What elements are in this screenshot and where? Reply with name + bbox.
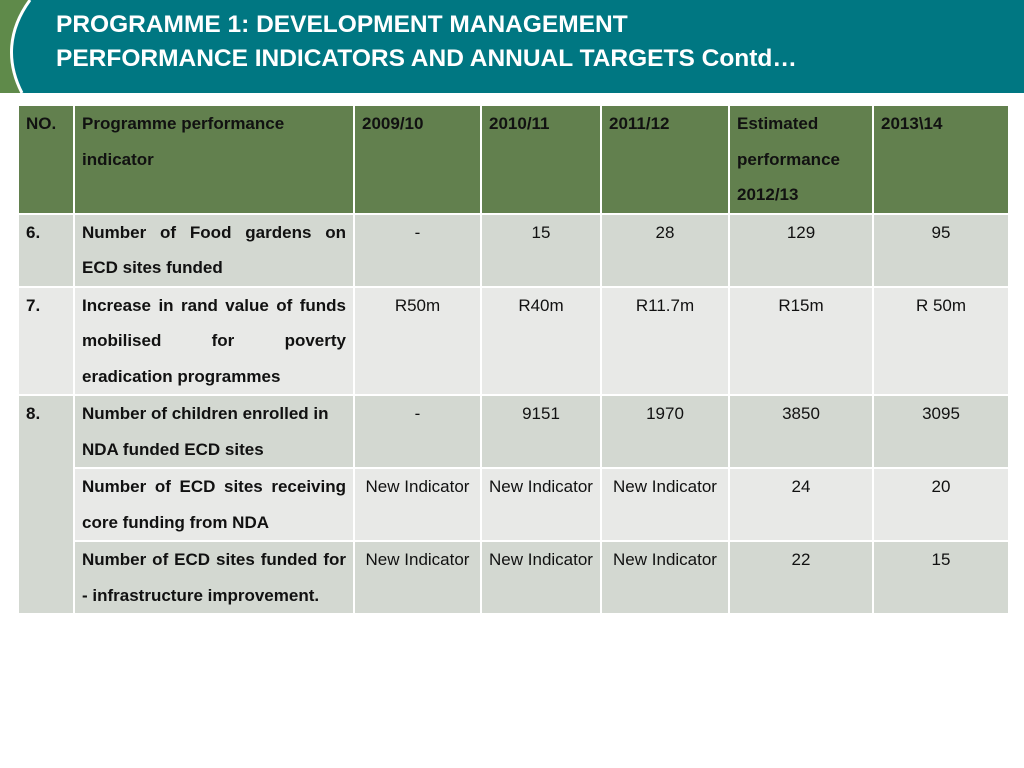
value-2011-12: R11.7m — [600, 285, 730, 396]
value-2013-14: 20 — [872, 467, 1010, 542]
value-2010-11: 9151 — [480, 394, 602, 469]
column-header-indicator: Programme performance indicator — [73, 104, 355, 215]
value-2012-13: 24 — [728, 467, 874, 542]
value-2012-13: 22 — [728, 540, 874, 615]
value-2011-12: New Indicator — [600, 467, 730, 542]
value-2009-10: - — [353, 394, 482, 469]
table-row: 7. Increase in rand value of funds mobil… — [17, 285, 1010, 396]
table-header-row: NO. Programme performance indicator 2009… — [17, 104, 1010, 215]
value-2009-10: New Indicator — [353, 467, 482, 542]
value-2012-13: 129 — [728, 212, 874, 288]
performance-table: NO. Programme performance indicator 2009… — [17, 104, 1010, 615]
column-header-2009-10: 2009/10 — [353, 104, 482, 215]
value-2010-11: R40m — [480, 285, 602, 396]
value-2009-10: R50m — [353, 285, 482, 396]
slide-title: PROGRAMME 1: DEVELOPMENT MANAGEMENT PERF… — [56, 8, 1016, 76]
value-2013-14: R 50m — [872, 285, 1010, 396]
title-line-1: PROGRAMME 1: DEVELOPMENT MANAGEMENT — [56, 11, 628, 38]
value-2009-10: - — [353, 212, 482, 288]
value-2013-14: 95 — [872, 212, 1010, 288]
value-2011-12: 28 — [600, 212, 730, 288]
value-2011-12: New Indicator — [600, 540, 730, 615]
indicator-cell: Increase in rand value of funds mobilise… — [73, 285, 355, 396]
leaf-decoration-icon — [0, 0, 32, 93]
value-2013-14: 3095 — [872, 394, 1010, 469]
column-header-2013-14: 2013\14 — [872, 104, 1010, 215]
column-header-2010-11: 2010/11 — [480, 104, 602, 215]
value-2012-13: R15m — [728, 285, 874, 396]
value-2010-11: New Indicator — [480, 540, 602, 615]
table-row: 6. Number of Food gardens on ECD sites f… — [17, 212, 1010, 288]
slide-header: PROGRAMME 1: DEVELOPMENT MANAGEMENT PERF… — [0, 0, 1024, 93]
value-2013-14: 15 — [872, 540, 1010, 615]
row-number: 6. — [17, 212, 75, 288]
indicator-cell: Number of ECD sites funded for - infrast… — [73, 540, 355, 615]
value-2010-11: New Indicator — [480, 467, 602, 542]
column-header-no: NO. — [17, 104, 75, 215]
value-2011-12: 1970 — [600, 394, 730, 469]
column-header-estimated-2012-13: Estimated performance 2012/13 — [728, 104, 874, 215]
title-line-2: PERFORMANCE INDICATORS AND ANNUAL TARGET… — [56, 45, 797, 72]
indicator-cell: Number of Food gardens on ECD sites fund… — [73, 212, 355, 288]
table-row: 8. Number of children enrolled in NDA fu… — [17, 394, 1010, 615]
table-row: Number of ECD sites receiving core fundi… — [18, 467, 1010, 542]
row-number: 7. — [17, 285, 75, 396]
value-2012-13: 3850 — [728, 394, 874, 469]
indicator-cell: Number of ECD sites receiving core fundi… — [73, 467, 355, 542]
indicator-cell: Number of children enrolled in NDA funde… — [73, 394, 355, 469]
value-2009-10: New Indicator — [353, 540, 482, 615]
table-row: Number of ECD sites funded for - infrast… — [18, 540, 1010, 615]
column-header-2011-12: 2011/12 — [600, 104, 730, 215]
value-2010-11: 15 — [480, 212, 602, 288]
row-number: 8. — [17, 394, 75, 615]
